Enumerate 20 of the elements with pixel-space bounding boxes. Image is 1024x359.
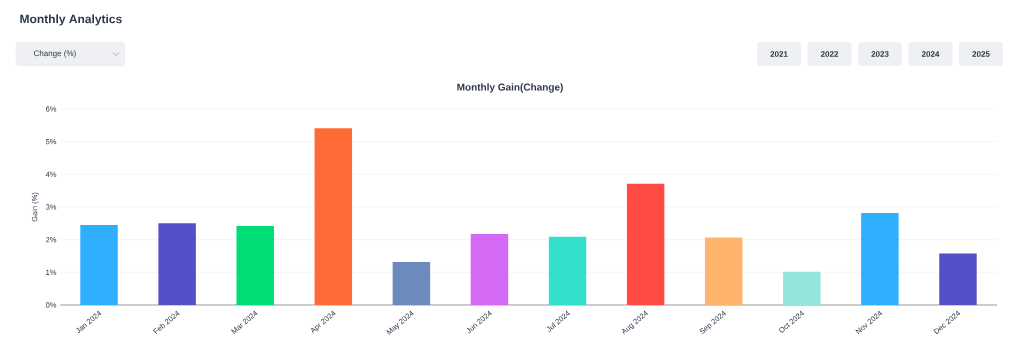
bar bbox=[939, 253, 977, 305]
bar bbox=[314, 128, 353, 305]
bar bbox=[626, 183, 665, 305]
text: 2023 bbox=[871, 51, 889, 57]
bar bbox=[392, 261, 431, 305]
bar bbox=[236, 225, 274, 305]
text: 2021 bbox=[770, 51, 788, 57]
bar bbox=[783, 271, 821, 305]
bar bbox=[158, 223, 196, 305]
chart-title: Monthly Gain(Change) bbox=[457, 83, 563, 93]
bar bbox=[80, 224, 118, 305]
text: Monthly Analytics bbox=[20, 14, 122, 26]
text: 2024 bbox=[921, 51, 940, 57]
bar bbox=[548, 236, 587, 305]
text: 2022 bbox=[820, 51, 839, 57]
bar bbox=[704, 237, 743, 305]
text: Change (%) bbox=[33, 50, 76, 58]
text: 2025 bbox=[972, 51, 990, 57]
bar bbox=[861, 212, 899, 305]
bar bbox=[470, 234, 509, 305]
